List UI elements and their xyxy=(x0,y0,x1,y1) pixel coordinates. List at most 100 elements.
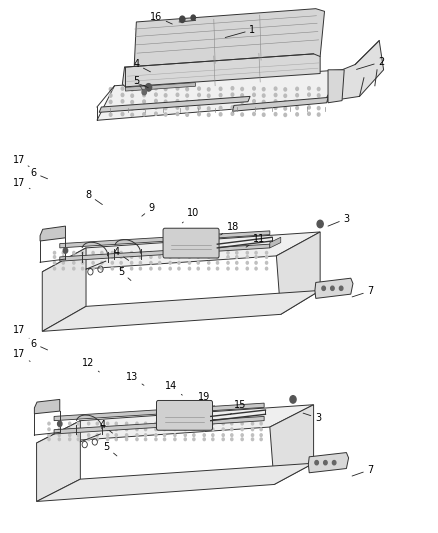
Circle shape xyxy=(136,438,138,441)
Polygon shape xyxy=(60,244,269,261)
Circle shape xyxy=(62,267,64,270)
Circle shape xyxy=(120,262,122,264)
Circle shape xyxy=(211,434,213,437)
Circle shape xyxy=(68,434,71,437)
Circle shape xyxy=(295,94,298,97)
Circle shape xyxy=(92,267,94,270)
Circle shape xyxy=(155,422,157,425)
FancyBboxPatch shape xyxy=(156,400,212,430)
Circle shape xyxy=(295,87,298,91)
Circle shape xyxy=(58,422,60,425)
Circle shape xyxy=(307,112,310,115)
Circle shape xyxy=(111,262,113,264)
Circle shape xyxy=(164,94,166,97)
Circle shape xyxy=(207,114,209,117)
Circle shape xyxy=(111,252,113,254)
Circle shape xyxy=(207,267,209,270)
Circle shape xyxy=(222,428,224,431)
Circle shape xyxy=(169,256,171,259)
Circle shape xyxy=(283,107,286,110)
Circle shape xyxy=(226,262,229,264)
Circle shape xyxy=(48,434,50,437)
Circle shape xyxy=(131,107,133,110)
Circle shape xyxy=(295,107,298,110)
Circle shape xyxy=(120,267,122,270)
Circle shape xyxy=(240,100,243,103)
Circle shape xyxy=(317,107,319,110)
Circle shape xyxy=(109,107,112,110)
Polygon shape xyxy=(42,290,319,332)
Circle shape xyxy=(251,438,253,441)
Circle shape xyxy=(68,428,71,431)
Circle shape xyxy=(142,90,146,95)
Polygon shape xyxy=(40,226,65,241)
Circle shape xyxy=(222,434,224,437)
Circle shape xyxy=(192,428,194,431)
Circle shape xyxy=(149,252,152,254)
Circle shape xyxy=(246,262,248,264)
Circle shape xyxy=(62,262,64,264)
Circle shape xyxy=(48,422,50,425)
Circle shape xyxy=(211,428,213,431)
Circle shape xyxy=(149,262,152,264)
Circle shape xyxy=(164,100,166,103)
Polygon shape xyxy=(36,405,313,443)
Circle shape xyxy=(96,434,98,437)
Circle shape xyxy=(154,99,157,102)
Circle shape xyxy=(101,252,103,254)
Circle shape xyxy=(101,262,103,264)
Polygon shape xyxy=(232,98,327,111)
Circle shape xyxy=(111,267,113,270)
Circle shape xyxy=(130,267,132,270)
Circle shape xyxy=(131,88,133,91)
Circle shape xyxy=(144,438,146,441)
Circle shape xyxy=(53,262,56,264)
Circle shape xyxy=(259,438,261,441)
Circle shape xyxy=(154,93,157,96)
Circle shape xyxy=(211,422,213,425)
Circle shape xyxy=(231,112,233,115)
Circle shape xyxy=(77,428,79,431)
Circle shape xyxy=(81,256,84,259)
Circle shape xyxy=(53,256,56,259)
Circle shape xyxy=(136,434,138,437)
Circle shape xyxy=(115,438,117,441)
Circle shape xyxy=(48,438,50,441)
Circle shape xyxy=(251,422,253,425)
Circle shape xyxy=(207,256,209,259)
Circle shape xyxy=(188,256,190,259)
Text: 9: 9 xyxy=(141,203,154,216)
Text: 5: 5 xyxy=(103,442,117,456)
Circle shape xyxy=(173,422,176,425)
Polygon shape xyxy=(314,278,352,298)
Circle shape xyxy=(314,461,318,465)
Circle shape xyxy=(120,256,122,259)
Text: 16: 16 xyxy=(150,12,172,24)
Circle shape xyxy=(101,267,103,270)
Circle shape xyxy=(81,267,84,270)
Circle shape xyxy=(144,428,146,431)
Circle shape xyxy=(235,262,237,264)
Circle shape xyxy=(295,113,298,116)
Circle shape xyxy=(136,422,138,425)
Circle shape xyxy=(197,262,199,264)
Circle shape xyxy=(240,438,243,441)
Polygon shape xyxy=(99,96,250,112)
Circle shape xyxy=(222,438,224,441)
Circle shape xyxy=(197,100,200,103)
Circle shape xyxy=(231,93,233,96)
Circle shape xyxy=(164,107,166,110)
Circle shape xyxy=(323,461,326,465)
Circle shape xyxy=(222,422,224,425)
Circle shape xyxy=(57,421,62,426)
Circle shape xyxy=(252,87,255,90)
Circle shape xyxy=(265,267,267,270)
Circle shape xyxy=(219,87,221,91)
Circle shape xyxy=(184,438,186,441)
Circle shape xyxy=(197,93,200,96)
Circle shape xyxy=(125,428,127,431)
Circle shape xyxy=(173,434,176,437)
Circle shape xyxy=(130,256,132,259)
Circle shape xyxy=(216,267,218,270)
Circle shape xyxy=(96,438,98,441)
